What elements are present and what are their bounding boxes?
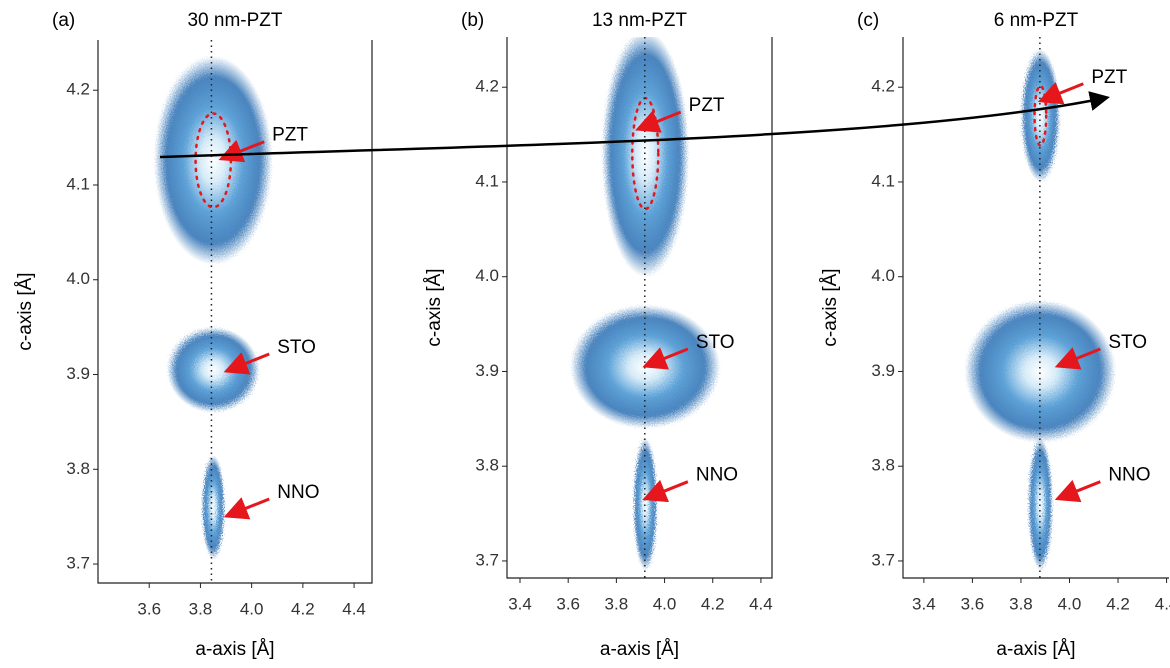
panel-label: (c) — [857, 10, 879, 31]
axes-frame — [506, 37, 773, 579]
peak-label: STO — [277, 337, 316, 358]
trend-arrow — [159, 91, 1110, 159]
peak-arrow — [1054, 347, 1101, 370]
panel: PZT STO NNO 3.6 3.8 4.0 4.2 4.4 3.7 3.8 3.9 4.0 4.1 4… — [15, 10, 373, 660]
x-tick-label: 4.0 — [1058, 594, 1082, 613]
x-tick-label: 4.2 — [291, 599, 315, 618]
peak-arrow — [642, 479, 689, 503]
x-tick-label: 3.4 — [912, 594, 936, 613]
peak-arrow — [1037, 81, 1084, 105]
y-tick-label: 3.9 — [475, 361, 499, 380]
x-tick-label: 4.2 — [701, 594, 725, 613]
axes-frame — [902, 37, 1169, 579]
peak — [633, 437, 658, 571]
peak-arrow — [1054, 479, 1101, 503]
x-tick-label: 3.4 — [508, 594, 532, 613]
y-tick-label: 3.8 — [66, 459, 90, 478]
x-tick-label: 3.6 — [556, 594, 580, 613]
chart-title: 13 nm-PZT — [592, 10, 687, 31]
peak — [1020, 49, 1060, 182]
y-tick-label: 3.7 — [475, 550, 499, 569]
peak-label: PZT — [272, 125, 308, 146]
peak-label: NNO — [1108, 465, 1150, 486]
panel: PZT STO NNO 3.4 3.6 3.8 4.0 4.2 4.4 3.7 3.8 3.9 4.0 4… — [820, 10, 1170, 660]
y-tick-label: 4.0 — [66, 269, 90, 288]
peak-arrow — [642, 347, 689, 370]
peak — [201, 455, 225, 560]
y-tick-label: 4.1 — [475, 171, 499, 190]
x-tick-label: 4.0 — [240, 599, 264, 618]
y-tick-label: 3.9 — [871, 361, 895, 380]
peak — [1028, 437, 1053, 571]
x-tick-label: 3.8 — [189, 599, 213, 618]
peak — [167, 327, 260, 413]
y-tick-label: 4.2 — [475, 77, 499, 96]
x-tick-label: 4.2 — [1106, 594, 1130, 613]
plot-area — [154, 40, 273, 583]
peak-label: PZT — [1091, 67, 1127, 88]
y-tick-label: 3.9 — [66, 364, 90, 383]
peak-label: PZT — [689, 95, 725, 116]
y-tick-label: 3.7 — [871, 550, 895, 569]
x-tick-label: 3.8 — [1009, 594, 1033, 613]
x-axis-title: a-axis [Å] — [195, 639, 274, 660]
peak-arrow — [223, 497, 270, 520]
y-tick-label: 4.2 — [871, 77, 895, 96]
x-tick-label: 4.4 — [749, 594, 773, 613]
y-tick-label: 3.8 — [871, 456, 895, 475]
y-axis-title: c-axis [Å] — [820, 268, 841, 346]
y-tick-label: 4.0 — [475, 266, 499, 285]
y-axis-title: c-axis [Å] — [15, 272, 36, 350]
panels: PZT STO NNO 3.6 3.8 4.0 4.2 4.4 3.7 3.8 3.9 4.0 4.1 4… — [15, 10, 1170, 660]
y-tick-label: 4.2 — [66, 80, 90, 99]
peak-label: STO — [1108, 332, 1147, 353]
x-tick-label: 3.8 — [605, 594, 629, 613]
x-axis-title: a-axis [Å] — [600, 639, 679, 660]
x-tick-label: 4.4 — [342, 599, 366, 618]
peak-label: NNO — [696, 465, 738, 486]
y-tick-label: 4.1 — [66, 174, 90, 193]
y-tick-label: 3.8 — [475, 456, 499, 475]
peak — [965, 300, 1116, 443]
panel-label: (b) — [461, 10, 484, 31]
x-tick-label: 3.6 — [137, 599, 161, 618]
peak-arrow — [223, 352, 270, 375]
domain-outline — [1033, 84, 1048, 147]
peak — [154, 56, 273, 265]
panel: PZT STO NNO 3.4 3.6 3.8 4.0 4.2 4.4 3.7 3.8 3.9 4.0 4… — [424, 10, 773, 660]
chart-title: 6 nm-PZT — [994, 10, 1079, 31]
x-axis-title: a-axis [Å] — [996, 639, 1075, 660]
x-tick-label: 3.6 — [961, 594, 985, 613]
peak — [601, 37, 689, 277]
panel-label: (a) — [52, 10, 75, 31]
y-tick-label: 4.0 — [871, 266, 895, 285]
y-tick-label: 3.7 — [66, 554, 90, 573]
x-tick-label: 4.4 — [1155, 594, 1170, 613]
chart-title: 30 nm-PZT — [187, 10, 282, 31]
x-tick-label: 4.0 — [653, 594, 677, 613]
y-tick-label: 4.1 — [871, 171, 895, 190]
axes-frame — [97, 40, 373, 584]
y-axis-title: c-axis [Å] — [424, 268, 445, 346]
plot-area — [965, 37, 1116, 578]
peak-label: STO — [696, 332, 735, 353]
peak-arrow — [635, 110, 682, 133]
peak-label: NNO — [277, 482, 319, 503]
